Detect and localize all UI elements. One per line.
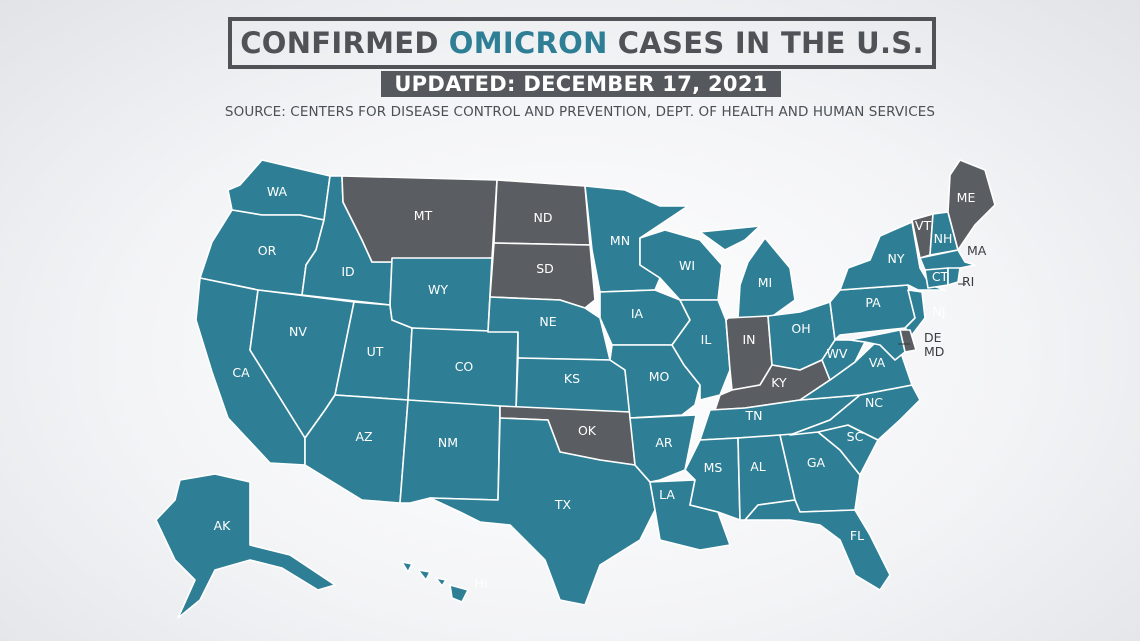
state-label-ri: RI <box>962 274 974 289</box>
state-label-nd: ND <box>534 210 553 225</box>
state-fl <box>744 499 891 591</box>
state-label-al: AL <box>750 459 766 474</box>
state-label-ok: OK <box>578 423 597 438</box>
state-label-ca: CA <box>232 365 250 380</box>
state-label-oh: OH <box>791 321 810 336</box>
state-label-co: CO <box>455 359 474 374</box>
state-label-ia: IA <box>631 306 644 321</box>
state-label-ks: KS <box>564 371 580 386</box>
title-accent: OMICRON <box>448 26 608 60</box>
state-label-il: IL <box>701 332 712 347</box>
state-label-nh: NH <box>934 231 953 246</box>
state-label-or: OR <box>258 243 277 258</box>
state-hi <box>401 561 469 603</box>
state-label-vt: VT <box>915 218 932 233</box>
updated-banner: UPDATED: DECEMBER 17, 2021 <box>381 71 781 97</box>
state-label-nm: NM <box>438 435 458 450</box>
state-ak <box>155 473 336 619</box>
state-label-tn: TN <box>745 408 763 423</box>
state-label-az: AZ <box>355 429 372 444</box>
state-label-nj: NJ <box>932 304 945 319</box>
state-ri <box>947 267 961 286</box>
source-line: SOURCE: CENTERS FOR DISEASE CONTROL AND … <box>224 104 936 120</box>
state-label-ar: AR <box>655 435 673 450</box>
state-label-tx: TX <box>554 497 572 512</box>
state-mi <box>699 225 796 319</box>
state-label-fl: FL <box>850 528 864 543</box>
state-label-wv: WV <box>827 346 848 361</box>
state-tx <box>429 417 656 606</box>
state-nm <box>399 399 501 504</box>
state-label-sd: SD <box>536 261 554 276</box>
state-ar <box>629 414 697 483</box>
state-label-mi: MI <box>758 275 772 290</box>
state-label-ga: GA <box>807 455 826 470</box>
state-label-ak: AK <box>214 518 232 533</box>
state-label-ne: NE <box>539 314 556 329</box>
title-part2: CASES IN THE U.S. <box>617 26 924 60</box>
state-ia <box>599 289 691 346</box>
state-label-sc: SC <box>847 429 864 444</box>
state-label-pa: PA <box>865 295 881 310</box>
state-label-ma: MA <box>967 243 987 258</box>
title-part1: CONFIRMED <box>240 26 439 60</box>
state-label-hi: HI <box>474 576 487 591</box>
state-label-wi: WI <box>679 258 695 273</box>
state-il <box>671 299 731 401</box>
map-title: CONFIRMED OMICRON CASES IN THE U.S. <box>228 17 936 69</box>
state-label-mo: MO <box>649 369 670 384</box>
state-label-de: DE <box>924 330 942 345</box>
state-label-wy: WY <box>428 282 448 297</box>
state-label-me: ME <box>957 190 976 205</box>
state-label-la: LA <box>659 487 675 502</box>
state-label-ny: NY <box>888 251 905 266</box>
state-label-wa: WA <box>267 184 288 199</box>
state-label-va: VA <box>869 355 886 370</box>
state-ny <box>839 221 946 291</box>
state-md <box>849 329 906 361</box>
state-label-nc: NC <box>865 395 883 410</box>
state-label-md: MD <box>924 344 944 359</box>
state-label-mn: MN <box>610 233 630 248</box>
state-label-ut: UT <box>367 344 384 359</box>
state-label-in: IN <box>742 332 755 347</box>
state-me <box>947 159 996 251</box>
state-label-nv: NV <box>289 324 307 339</box>
state-label-ct: CT <box>932 269 949 284</box>
state-label-id: ID <box>341 264 354 279</box>
state-label-ms: MS <box>704 460 723 475</box>
state-label-ky: KY <box>771 375 787 390</box>
state-label-mt: MT <box>414 208 433 223</box>
